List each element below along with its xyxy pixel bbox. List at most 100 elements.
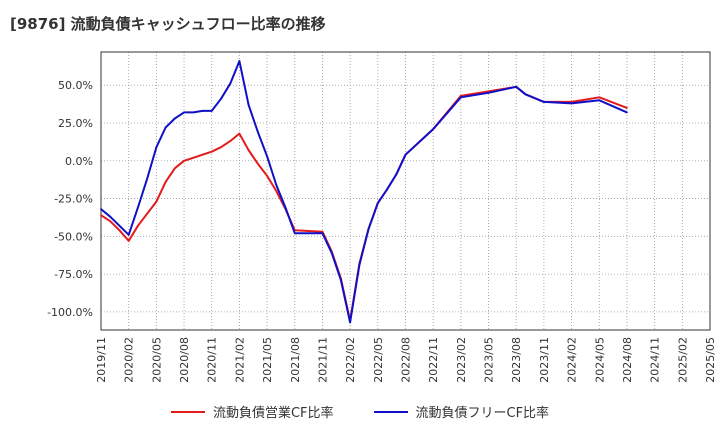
data-point-free-cf	[358, 264, 361, 266]
data-point-free-cf	[570, 102, 573, 105]
data-point-operating-cf	[598, 96, 601, 99]
x-tick-label: 2023/02	[455, 337, 468, 383]
data-point-free-cf	[543, 100, 545, 103]
x-tick-label: 2023/05	[483, 337, 496, 383]
data-point-operating-cf	[164, 181, 167, 183]
data-point-free-cf	[459, 96, 462, 99]
data-point-free-cf	[598, 99, 601, 102]
data-point-free-cf	[109, 215, 112, 218]
data-point-free-cf	[100, 208, 102, 211]
data-point-operating-cf	[100, 214, 102, 217]
series-line-free-cf	[100, 60, 628, 324]
legend: 流動負債営業CF比率 流動負債フリーCF比率	[0, 402, 720, 421]
x-tick-label: 2021/08	[289, 337, 302, 383]
data-point-free-cf	[220, 97, 222, 100]
data-point-operating-cf	[201, 153, 204, 156]
x-tick-label: 2020/11	[206, 337, 219, 383]
x-tick-label: 2025/05	[704, 337, 717, 383]
data-point-operating-cf	[127, 239, 130, 242]
data-point-operating-cf	[173, 167, 176, 170]
data-point-free-cf	[330, 252, 333, 254]
data-point-free-cf	[404, 153, 407, 156]
y-tick-label: 50.0%	[58, 79, 93, 92]
x-tick-label: 2022/05	[372, 337, 385, 383]
data-point-free-cf	[201, 110, 204, 112]
data-point-free-cf	[238, 60, 241, 62]
data-point-free-cf	[376, 202, 379, 204]
y-tick-label: 25.0%	[58, 117, 93, 130]
data-point-free-cf	[340, 279, 342, 282]
data-point-free-cf	[432, 128, 435, 130]
x-tick-label: 2024/05	[593, 337, 606, 383]
data-point-operating-cf	[183, 159, 185, 162]
x-tick-label: 2025/02	[676, 337, 689, 383]
y-tick-label: -100.0%	[47, 306, 93, 319]
data-point-free-cf	[367, 227, 370, 230]
legend-swatch-operating-cf	[170, 410, 205, 413]
data-point-free-cf	[192, 111, 195, 114]
data-point-operating-cf	[118, 229, 121, 232]
data-point-operating-cf	[146, 212, 149, 215]
data-point-free-cf	[146, 178, 149, 180]
x-tick-label: 2020/08	[178, 337, 191, 383]
data-point-free-cf	[164, 126, 167, 129]
x-tick-label: 2019/11	[95, 337, 108, 383]
data-point-free-cf	[321, 232, 324, 235]
data-point-operating-cf	[210, 150, 213, 153]
x-tick-label: 2023/08	[510, 337, 523, 383]
data-point-operating-cf	[321, 230, 324, 233]
chart-title: [9876] 流動負債キャッシュフロー比率の推移	[10, 15, 326, 33]
data-point-free-cf	[349, 321, 352, 324]
data-point-operating-cf	[137, 224, 139, 227]
data-point-operating-cf	[229, 140, 232, 143]
data-point-free-cf	[626, 111, 628, 114]
data-point-operating-cf	[109, 220, 112, 223]
x-tick-label: 2022/08	[400, 337, 413, 383]
data-point-free-cf	[266, 155, 268, 158]
data-point-free-cf	[395, 173, 398, 176]
legend-label-free-cf: 流動負債フリーCF比率	[415, 406, 550, 421]
x-tick-label: 2021/02	[233, 337, 246, 383]
x-tick-label: 2024/08	[621, 337, 634, 383]
data-point-free-cf	[275, 184, 278, 186]
data-point-operating-cf	[247, 149, 250, 152]
data-point-free-cf	[210, 110, 213, 112]
legend-item-free-cf: 流動負債フリーCF比率	[373, 402, 550, 421]
data-point-free-cf	[137, 206, 139, 209]
x-tick-label: 2020/02	[123, 337, 136, 383]
x-tick-label: 2022/11	[427, 337, 440, 383]
data-point-free-cf	[284, 206, 287, 209]
x-tick-label: 2024/02	[566, 337, 579, 383]
data-point-operating-cf	[155, 200, 158, 203]
y-tick-label: -25.0%	[54, 193, 93, 206]
x-tick-label: 2024/11	[649, 337, 662, 383]
data-point-free-cf	[256, 131, 259, 133]
data-point-free-cf	[386, 188, 388, 191]
x-tick-label: 2021/11	[316, 337, 329, 383]
data-point-operating-cf	[626, 107, 628, 109]
data-point-free-cf	[524, 93, 527, 96]
data-point-free-cf	[155, 146, 158, 149]
data-point-operating-cf	[256, 162, 259, 165]
y-tick-label: -50.0%	[54, 230, 93, 243]
legend-label-operating-cf: 流動負債営業CF比率	[212, 406, 334, 421]
y-tick-label: 0.0%	[65, 155, 93, 168]
x-tick-label: 2022/02	[344, 337, 357, 383]
data-point-free-cf	[173, 117, 176, 120]
legend-item-operating-cf: 流動負債営業CF比率	[170, 402, 334, 421]
x-tick-label: 2020/05	[150, 337, 163, 383]
x-tick-label: 2021/05	[261, 337, 274, 383]
data-point-operating-cf	[192, 156, 195, 159]
x-tick-label: 2023/11	[538, 337, 551, 383]
data-point-free-cf	[293, 232, 296, 235]
legend-swatch-free-cf	[373, 410, 408, 413]
data-point-free-cf	[229, 82, 232, 85]
plot-area-border	[100, 51, 711, 331]
data-point-free-cf	[118, 224, 121, 227]
data-point-free-cf	[515, 85, 518, 88]
data-point-free-cf	[247, 103, 250, 106]
data-point-free-cf	[487, 91, 490, 94]
data-point-operating-cf	[266, 174, 268, 177]
data-point-operating-cf	[220, 146, 222, 149]
